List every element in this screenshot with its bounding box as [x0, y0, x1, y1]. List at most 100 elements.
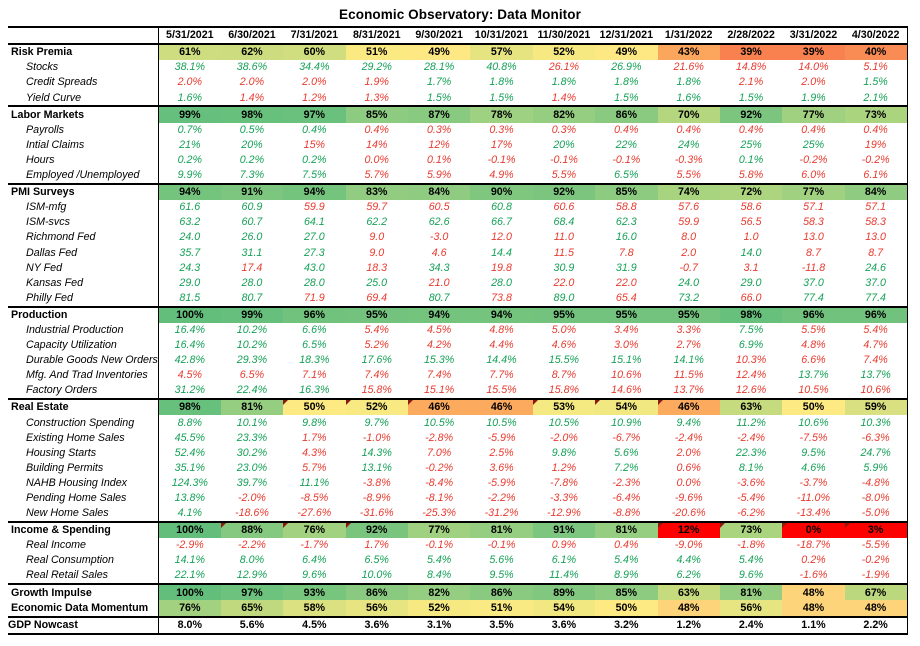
heatmap-cell[interactable]: 48%	[657, 600, 720, 617]
value-cell[interactable]: 0.4%	[676, 123, 701, 136]
heatmap-cell[interactable]: 77%	[407, 520, 471, 539]
heatmap-cell[interactable]: 94%	[470, 305, 533, 323]
value-cell[interactable]: 0.6%	[676, 461, 701, 474]
value-cell[interactable]: -6.2%	[737, 507, 766, 520]
value-cell[interactable]: 35.7	[179, 246, 201, 259]
value-cell[interactable]: 13.7%	[673, 384, 704, 397]
value-cell[interactable]: 2.0%	[302, 76, 327, 89]
value-cell[interactable]: 5.6%	[489, 554, 514, 567]
value-cell[interactable]: 0.4%	[364, 123, 389, 136]
column-header-7-31-2021[interactable]: 7/31/2021	[283, 25, 346, 46]
value-cell[interactable]: -4.8%	[844, 475, 908, 491]
value-cell[interactable]: 7.4%	[844, 352, 908, 369]
value-cell[interactable]: 77.4	[844, 290, 908, 307]
value-cell[interactable]: 3.6%	[489, 461, 514, 474]
value-cell[interactable]: 59.9	[678, 216, 700, 229]
heatmap-cell[interactable]: 56%	[719, 600, 783, 617]
value-cell[interactable]: 69.4	[366, 291, 388, 304]
value-cell[interactable]: 10.5%	[486, 416, 517, 429]
row-label-real-retail-sales[interactable]: Real Retail Sales	[8, 568, 159, 585]
value-cell[interactable]: 1.5%	[426, 91, 452, 104]
value-cell[interactable]: 6.2%	[676, 569, 701, 582]
heatmap-cell[interactable]: 81%	[220, 398, 284, 416]
value-cell[interactable]: 10.1%	[236, 416, 268, 429]
value-cell[interactable]: 24%	[677, 138, 700, 151]
value-cell[interactable]: 59.7	[366, 201, 388, 214]
value-cell[interactable]: -9.0%	[674, 539, 703, 552]
value-cell[interactable]: 4.4%	[676, 554, 701, 567]
value-cell[interactable]: 0.1%	[738, 153, 764, 166]
heatmap-cell[interactable]: 73%	[844, 105, 908, 123]
value-cell[interactable]: 11.4%	[549, 569, 579, 582]
value-cell[interactable]: 4.6%	[551, 339, 577, 352]
value-cell[interactable]: 10.3%	[735, 354, 767, 367]
heatmap-cell[interactable]: 94%	[283, 182, 346, 201]
value-cell[interactable]: 30.2%	[236, 446, 268, 459]
value-cell[interactable]: 4.7%	[844, 337, 908, 353]
value-cell[interactable]: 7.3%	[239, 169, 265, 182]
row-label-real-income[interactable]: Real Income	[8, 538, 159, 554]
value-cell[interactable]: 1.2%	[551, 461, 577, 474]
value-cell[interactable]: 63.2	[179, 216, 201, 229]
value-cell[interactable]: 3.4%	[614, 323, 639, 336]
heatmap-cell[interactable]: 82%	[407, 583, 471, 601]
value-cell[interactable]: 6.5%	[614, 169, 639, 182]
value-cell[interactable]: 0.3%	[551, 123, 577, 136]
value-cell[interactable]: 24.0	[179, 231, 201, 244]
value-cell[interactable]: 12%	[428, 138, 450, 151]
value-cell[interactable]: 38.1%	[174, 61, 205, 74]
value-cell[interactable]: 5.4%	[426, 554, 452, 567]
row-label-dallas-fed[interactable]: Dallas Fed	[8, 245, 159, 261]
value-cell[interactable]: 14.6%	[611, 384, 642, 397]
value-cell[interactable]: 6.0%	[801, 169, 826, 182]
value-cell[interactable]: 27.0	[303, 231, 325, 244]
value-cell[interactable]: 5.2%	[364, 339, 389, 352]
value-cell[interactable]: 37.0	[803, 276, 824, 289]
heatmap-cell[interactable]: 86%	[595, 105, 658, 123]
row-label-growth-impulse[interactable]: Growth Impulse	[8, 583, 159, 601]
value-cell[interactable]: 89.0	[553, 291, 575, 304]
row-label-employed-unemployed[interactable]: Employed /Unemployed	[8, 167, 159, 184]
value-cell[interactable]: 3.5%	[470, 615, 533, 635]
value-cell[interactable]: 37.0	[844, 275, 908, 291]
value-cell[interactable]: 31.9	[615, 261, 637, 274]
value-cell[interactable]: 12.4%	[735, 369, 767, 382]
heatmap-cell[interactable]: 82%	[532, 105, 596, 123]
value-cell[interactable]: 10.9%	[611, 416, 642, 429]
heatmap-cell[interactable]: 46%	[470, 398, 533, 416]
value-cell[interactable]: 22.3%	[735, 446, 767, 459]
value-cell[interactable]: -12.9%	[546, 507, 581, 520]
heatmap-cell[interactable]: 96%	[283, 305, 346, 323]
value-cell[interactable]: 1.7%	[302, 431, 327, 444]
value-cell[interactable]: 4.6	[431, 246, 447, 259]
value-cell[interactable]: 10.2%	[236, 323, 268, 336]
heatmap-cell[interactable]: 100%	[158, 583, 221, 601]
value-cell[interactable]: -5.4%	[737, 492, 766, 504]
value-cell[interactable]: 31.1	[241, 246, 263, 259]
value-cell[interactable]: 8.4%	[426, 569, 452, 582]
heatmap-cell[interactable]: 65%	[220, 600, 284, 617]
heatmap-cell[interactable]: 94%	[158, 182, 221, 201]
value-cell[interactable]: 45.5%	[174, 431, 205, 444]
heatmap-cell[interactable]: 50%	[283, 398, 346, 416]
value-cell[interactable]: 7.2%	[614, 461, 639, 474]
value-cell[interactable]: 8.0%	[158, 615, 221, 635]
column-header-6-30-2021[interactable]: 6/30/2021	[220, 25, 284, 46]
value-cell[interactable]: -6.3%	[844, 430, 908, 446]
value-cell[interactable]: 19%	[844, 137, 908, 153]
value-cell[interactable]: 28.0	[491, 276, 512, 289]
heatmap-cell[interactable]: 73%	[719, 520, 783, 539]
value-cell[interactable]: 26.1%	[548, 61, 580, 74]
value-cell[interactable]: 39.7%	[236, 476, 268, 489]
heatmap-cell[interactable]: 85%	[595, 583, 658, 601]
heatmap-cell[interactable]: 53%	[532, 398, 596, 416]
column-header-9-30-2021[interactable]: 9/30/2021	[407, 25, 471, 46]
heatmap-cell[interactable]: 90%	[470, 182, 533, 201]
heatmap-cell[interactable]: 95%	[532, 305, 596, 323]
value-cell[interactable]: 2.1%	[844, 90, 908, 107]
value-cell[interactable]: 31.2%	[174, 384, 205, 397]
value-cell[interactable]: 9.7%	[364, 416, 389, 429]
heatmap-cell[interactable]: 88%	[220, 520, 284, 539]
value-cell[interactable]: -1.7%	[300, 539, 329, 552]
heatmap-cell[interactable]: 51%	[470, 600, 533, 617]
